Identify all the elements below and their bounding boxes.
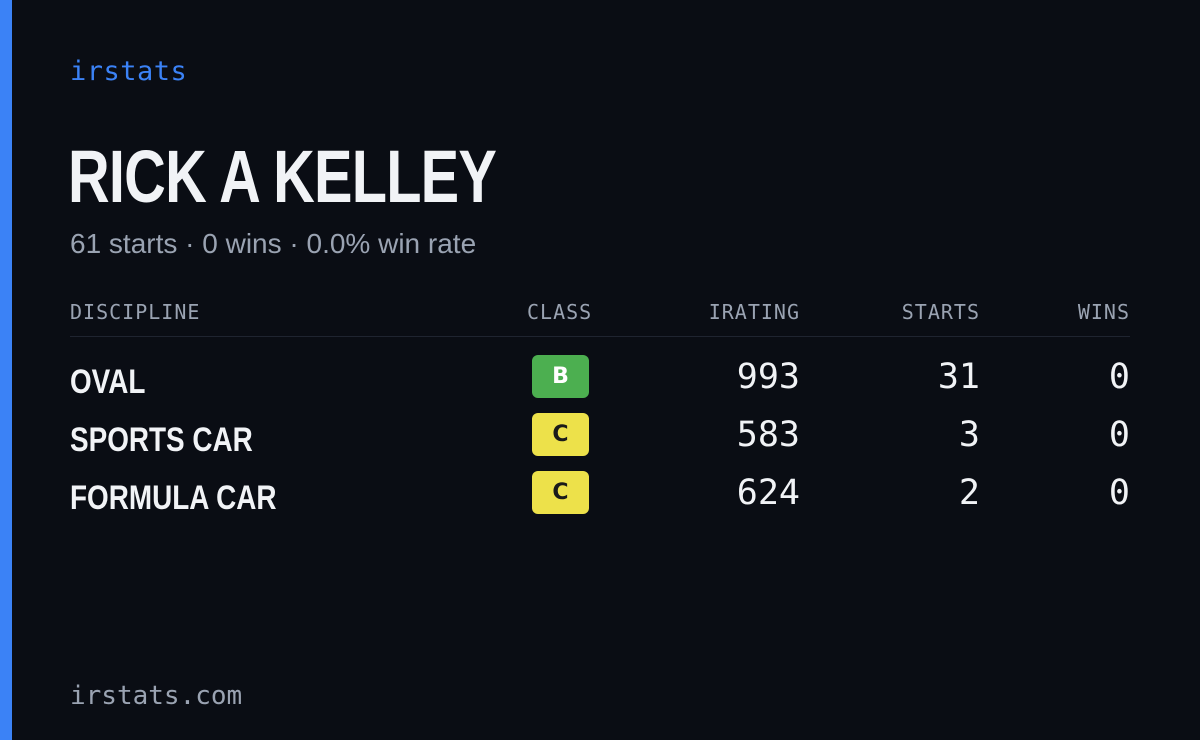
- starts-value: 2: [958, 473, 980, 513]
- class-badge: C: [532, 413, 589, 456]
- irating-value: 993: [736, 357, 800, 397]
- driver-name: RICK A KELLEY: [68, 135, 497, 218]
- table-body: OVAL B 993 31 0 SPORTS CAR C 583 3 0 FOR…: [70, 337, 1130, 527]
- irating-value: 624: [736, 473, 800, 513]
- irating-value: 583: [736, 415, 800, 455]
- table-row: SPORTS CAR C 583 3 0: [70, 411, 1130, 469]
- driver-summary: 61 starts · 0 wins · 0.0% win rate: [70, 228, 477, 259]
- header-wins: WINS: [1077, 300, 1130, 324]
- discipline-name: SPORTS CAR: [70, 421, 253, 459]
- brand-logo[interactable]: irstats: [70, 56, 188, 87]
- class-badge: B: [532, 355, 589, 398]
- footer-domain[interactable]: irstats.com: [70, 681, 243, 711]
- discipline-name: OVAL: [70, 363, 146, 401]
- discipline-table: DISCIPLINE CLASS IRATING STARTS WINS OVA…: [70, 296, 1130, 527]
- starts-value: 31: [937, 357, 980, 397]
- accent-bar: [0, 0, 12, 740]
- header-class: CLASS: [527, 300, 593, 324]
- header-discipline: DISCIPLINE: [70, 300, 201, 324]
- header-starts: STARTS: [901, 300, 980, 324]
- wins-value: 0: [1108, 415, 1130, 455]
- table-row: FORMULA CAR C 624 2 0: [70, 469, 1130, 527]
- discipline-name: FORMULA CAR: [70, 479, 277, 517]
- header-irating: IRATING: [708, 300, 800, 324]
- class-badge: C: [532, 471, 589, 514]
- starts-value: 3: [958, 415, 980, 455]
- table-row: OVAL B 993 31 0: [70, 353, 1130, 411]
- table-header: DISCIPLINE CLASS IRATING STARTS WINS: [70, 296, 1130, 337]
- wins-value: 0: [1108, 357, 1130, 397]
- wins-value: 0: [1108, 473, 1130, 513]
